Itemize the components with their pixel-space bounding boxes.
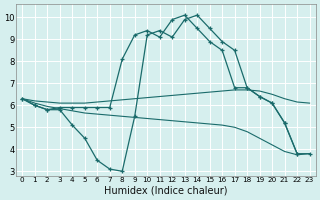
- X-axis label: Humidex (Indice chaleur): Humidex (Indice chaleur): [104, 186, 228, 196]
